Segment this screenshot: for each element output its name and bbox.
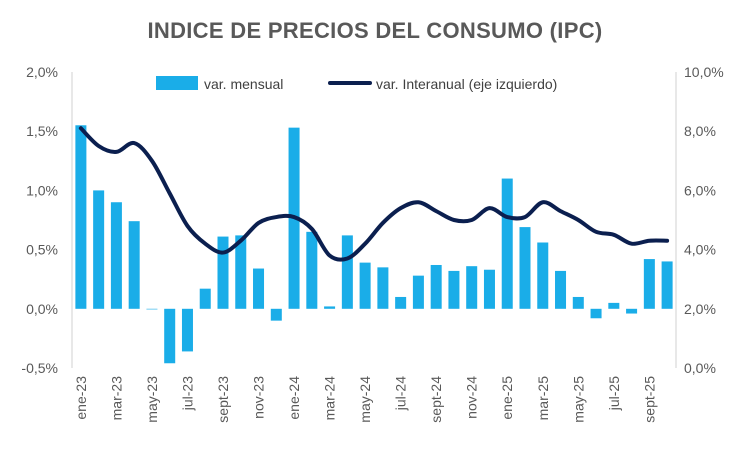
legend: var. mensual var. Interanual (eje izquie… [156,76,557,92]
bar-sept-24 [430,264,442,309]
y-left-tick-label: 0,0% [26,301,58,317]
bar-jun-23 [164,308,176,364]
bar-sept-23 [217,236,229,309]
x-tick-label: ene-23 [73,376,89,420]
legend-line-label: var. Interanual (eje izquierdo) [376,76,557,92]
x-tick-label: may-23 [144,376,160,423]
x-tick-label: jul-23 [179,376,195,411]
bar-ago-24 [412,275,424,309]
x-tick-label: jul-24 [393,376,409,411]
bar-jul-23 [181,308,193,352]
bar-jun-25 [590,308,602,319]
y-left-tick-label: 2,0% [26,64,58,80]
bar-may-24 [359,262,371,309]
y-left-tick-label: 1,0% [26,182,58,198]
chart-title: INDICE DE PRECIOS DEL CONSUMO (IPC) [147,18,603,43]
bar-oct-25 [661,261,673,309]
x-tick-label: jul-25 [606,376,622,411]
bar-mar-24 [324,306,336,309]
bar-jun-24 [377,267,389,309]
y-left-tick-label: 0,5% [26,242,58,258]
line-interanual [78,126,670,262]
x-tick-label: sept-25 [641,376,657,423]
x-tick-label: ene-25 [499,376,515,420]
y-right-tick-label: 2,0% [684,301,716,317]
bar-abr-25 [555,270,567,309]
bar-nov-24 [466,266,478,309]
bar-sept-25 [643,259,655,309]
bar-abr-24 [341,235,353,309]
axes: -0,5% 0,0% 0,5% 1,0% 1,5% 2,0% 0,0% 2,0% 4,0% 6,0… [21,64,723,423]
bar-jul-25 [608,302,620,309]
bar-ago-25 [626,308,638,314]
line-series [78,126,670,262]
legend-bar-label: var. mensual [204,76,283,92]
bar-feb-25 [519,227,531,309]
x-tick-label: nov-23 [251,376,267,419]
x-tick-label: may-24 [357,376,373,423]
x-tick-label: mar-25 [535,376,551,421]
bar-oct-24 [448,270,460,309]
y-right-tick-label: 10,0% [684,64,724,80]
bar-oct-23 [235,235,247,309]
x-tick-label: sept-23 [215,376,231,423]
bar-ago-23 [199,288,211,309]
bar-may-23 [146,308,158,310]
bar-ene-23 [75,125,87,309]
x-tick-label: mar-24 [322,376,338,421]
y-left-tick-label: -0,5% [21,360,58,376]
y-right-tick-label: 4,0% [684,242,716,258]
y-left-tick-label: 1,5% [26,123,58,139]
bar-jul-24 [395,296,407,309]
bar-ene-25 [501,178,513,309]
bar-series [75,125,673,364]
bar-dic-23 [270,308,282,321]
x-tick-label: ene-24 [286,376,302,420]
y-right-tick-label: 0,0% [684,360,716,376]
bar-feb-24 [306,231,318,309]
bar-mar-25 [537,242,549,309]
legend-bar-swatch [156,76,198,90]
bar-dic-24 [483,269,495,309]
x-tick-label: may-25 [570,376,586,423]
x-tick-label: sept-24 [428,376,444,423]
y-right-tick-label: 6,0% [684,182,716,198]
bar-nov-23 [253,268,265,309]
y-right-tick-label: 8,0% [684,123,716,139]
x-tick-label: mar-23 [108,376,124,421]
bar-may-25 [572,296,584,309]
x-tick-label: nov-24 [464,376,480,419]
bar-feb-23 [93,190,105,309]
bar-abr-23 [128,221,140,309]
bar-mar-23 [110,202,122,309]
